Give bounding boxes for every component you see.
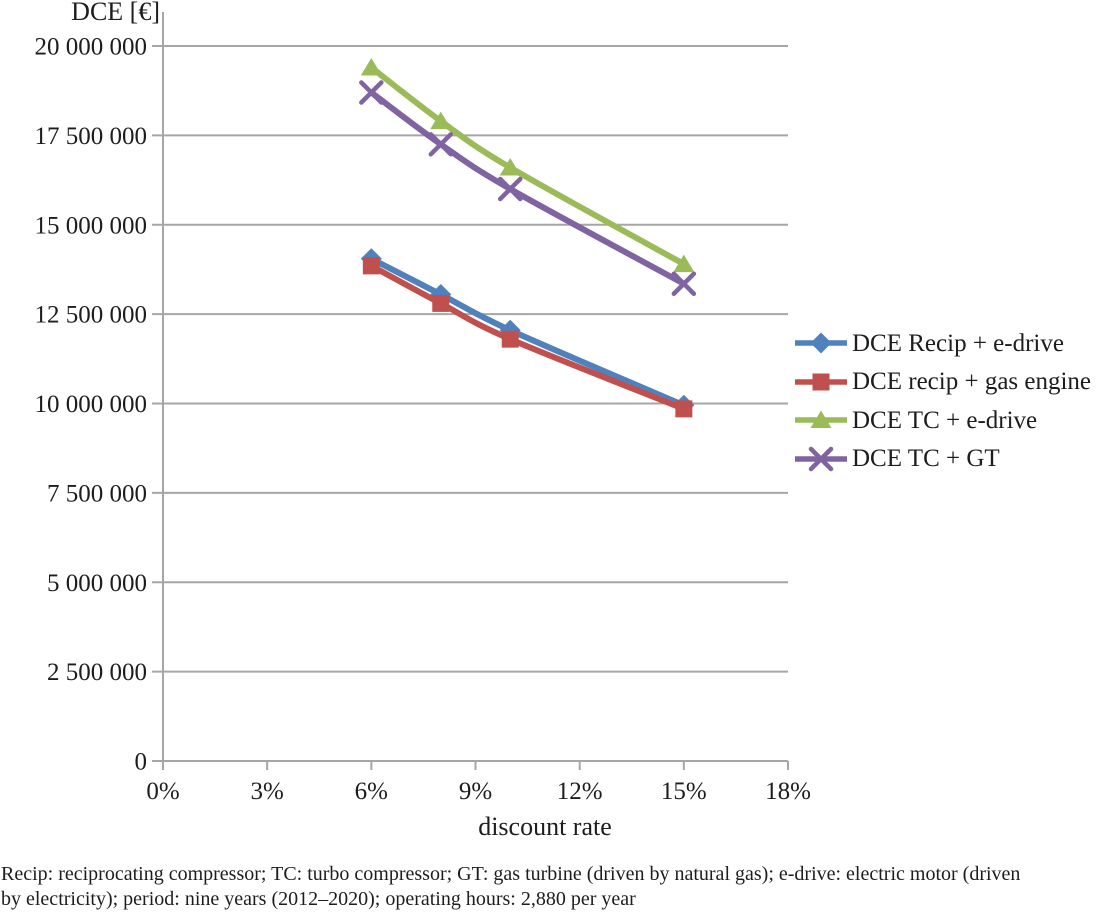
legend-item-dce-recip-e-drive: DCE Recip + e-drive: [795, 324, 1091, 363]
legend-dce-tc-gt-marker-x-icon: [808, 446, 834, 471]
chart-area: 0 2 500 000 5 000 000 7 500 000 10 000 000 12…: [35, 0, 1092, 841]
legend: DCE Recip + e-drive DCE recip + gas engin…: [795, 324, 1091, 478]
series-line-dce-recip-e-drive: [368, 255, 687, 409]
series-dce-tc-gt-marker-x-icon: [428, 132, 454, 157]
x-axis-title: discount rate: [478, 812, 612, 841]
series-dce-recip-gas-engine-marker-square-icon: [501, 330, 519, 348]
legend-item-dce-recip-gas-engine: DCE recip + gas engine: [795, 363, 1091, 402]
y-tick-label: 12 500 000: [35, 302, 148, 329]
legend-key-dce-recip-gas-engine: [795, 373, 847, 391]
x-tick-label: 9%: [459, 778, 492, 805]
legend-label: DCE recip + gas engine: [852, 368, 1092, 396]
y-tick-label: 10 000 000: [35, 391, 148, 418]
series-dce-recip-gas-engine-marker-square-icon: [675, 400, 693, 418]
series-dce-tc-e-drive-marker-triangle-icon: [360, 57, 382, 76]
series-dce-tc-gt-marker-x-icon: [497, 176, 523, 202]
series-dce-tc-e-drive-marker-triangle-icon: [430, 111, 452, 130]
legend-item-dce-tc-e-drive: DCE TC + e-drive: [795, 401, 1091, 440]
legend-label: DCE Recip + e-drive: [852, 329, 1064, 357]
legend-dce-recip-e-drive-marker-diamond-icon: [810, 332, 832, 354]
x-tick-label: 3%: [251, 778, 284, 805]
series-line-dce-tc-gt: [368, 89, 687, 287]
legend-dce-tc-e-drive-marker-triangle-icon: [810, 410, 832, 429]
caption-line: by electricity); period: nine years (201…: [1, 888, 636, 910]
series-dce-tc-e-drive-marker-triangle-icon: [673, 254, 695, 273]
series-line-dce-tc-e-drive: [368, 64, 687, 268]
y-tick-label: 5 000 000: [47, 570, 147, 597]
y-tick-label: 0: [135, 749, 148, 776]
legend-key-dce-tc-e-drive: [795, 410, 847, 429]
legend-dce-recip-gas-engine-marker-square-icon: [812, 373, 830, 391]
x-tick-label: 0%: [146, 778, 179, 805]
series-dce-tc-gt-marker-x-icon: [359, 80, 384, 105]
series-dce-recip-gas-engine-marker-square-icon: [432, 294, 450, 312]
legend-key-dce-recip-e-drive: [795, 332, 847, 354]
figure-caption: Recip: reciprocating compressor; TC: tur…: [1, 862, 1115, 912]
x-tick-label: 6%: [355, 778, 388, 805]
series-dce-recip-gas-engine-marker-square-icon: [362, 257, 380, 275]
y-tick-label: 7 500 000: [47, 480, 147, 507]
y-tick-label: 20 000 000: [35, 34, 148, 61]
series-dce-tc-gt-marker-x-icon: [671, 271, 697, 296]
caption-line: Recip: reciprocating compressor; TC: tur…: [1, 863, 1021, 885]
x-tick-label: 18%: [765, 778, 811, 805]
x-tick-label: 15%: [661, 778, 707, 805]
legend-key-dce-tc-gt: [795, 446, 847, 471]
series-dce-tc-e-drive-marker-triangle-icon: [499, 158, 521, 176]
y-tick-label: 15 000 000: [35, 212, 148, 239]
legend-label: DCE TC + e-drive: [852, 406, 1038, 434]
y-axis-title: DCE [€]: [71, 0, 160, 26]
series-line-dce-recip-gas-engine: [368, 262, 687, 412]
y-tick-label: 2 500 000: [47, 659, 147, 686]
y-tick-label: 17 500 000: [35, 123, 148, 150]
legend-item-dce-tc-gt: DCE TC + GT: [795, 440, 1091, 479]
plot-svg: 0 2 500 000 5 000 000 7 500 000 10 000 000 12…: [35, 12, 811, 805]
x-tick-label: 12%: [557, 778, 603, 805]
legend-label: DCE TC + GT: [852, 445, 1000, 473]
